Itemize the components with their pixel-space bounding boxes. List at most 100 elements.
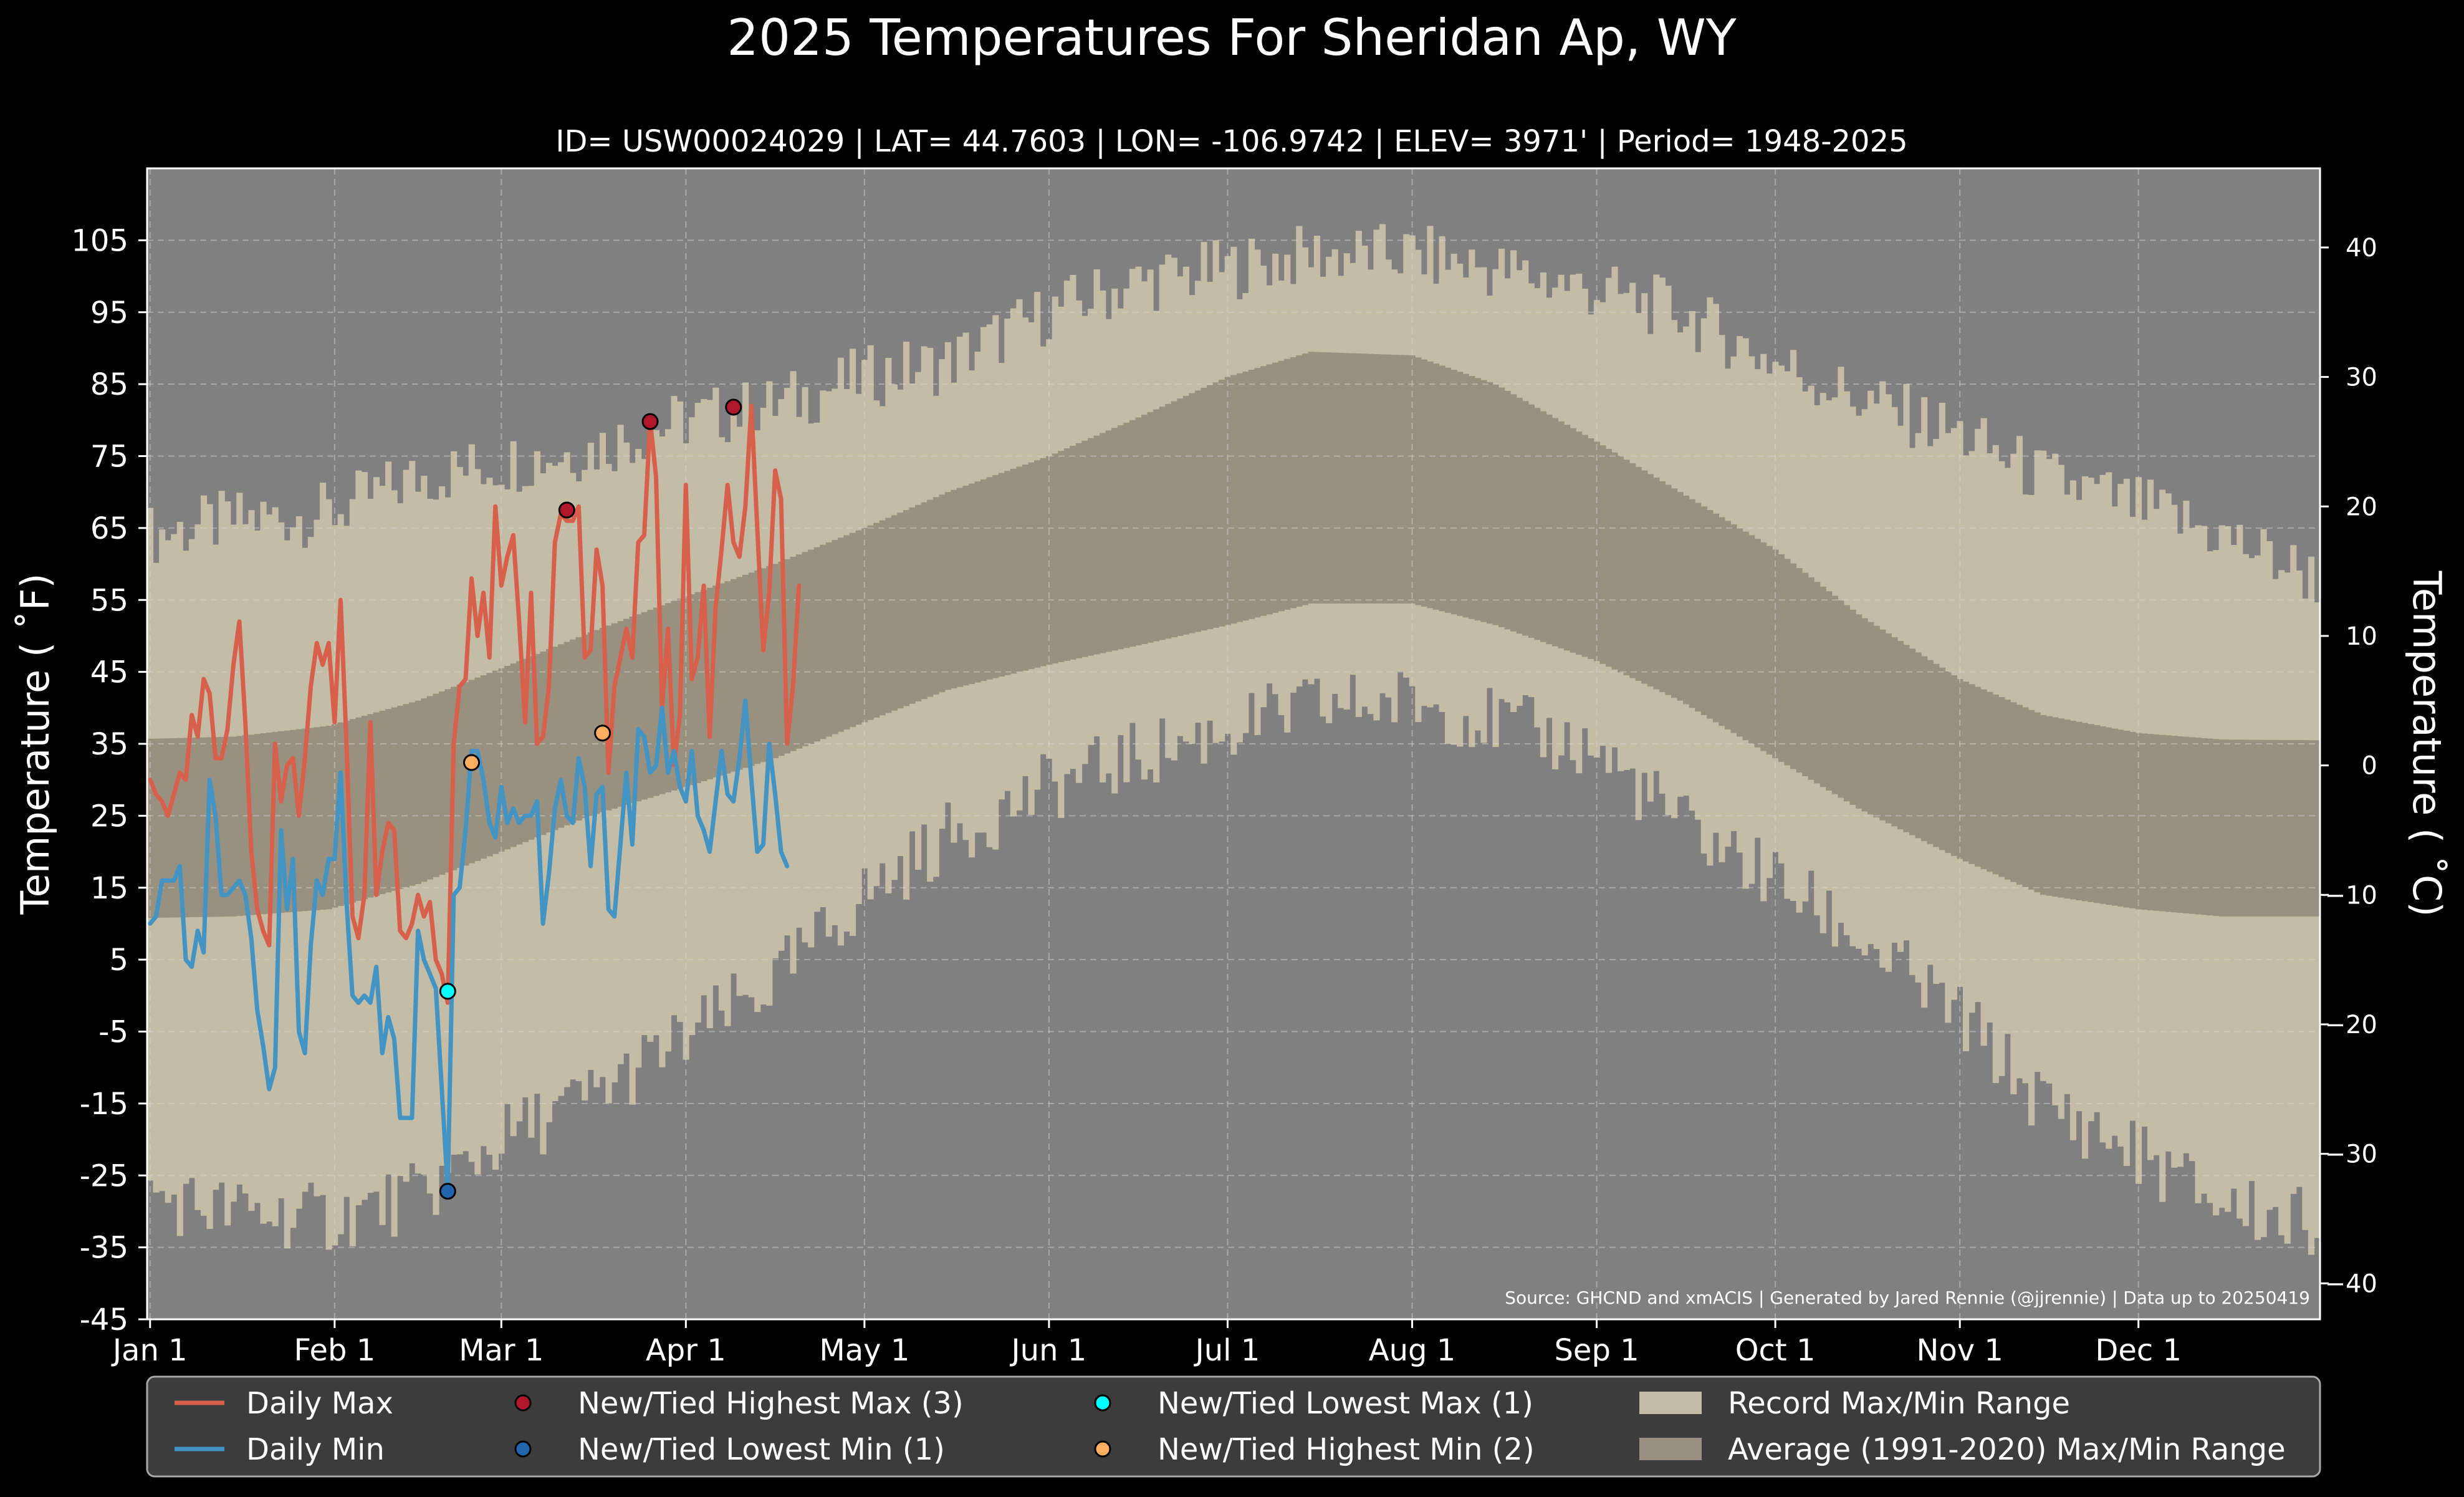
normal-bar bbox=[1081, 440, 1088, 657]
normal-bar bbox=[1802, 572, 1809, 776]
normal-bar bbox=[1212, 382, 1219, 628]
normal-bar bbox=[1950, 675, 1958, 856]
normal-bar bbox=[1308, 352, 1315, 604]
record-marker-highest-min bbox=[594, 724, 611, 742]
normal-bar bbox=[742, 574, 749, 768]
normal-bar bbox=[1909, 648, 1916, 835]
normal-bar bbox=[2106, 727, 2112, 905]
normal-bar bbox=[540, 651, 547, 835]
normal-bar bbox=[992, 475, 999, 678]
normal-bar bbox=[629, 616, 636, 804]
normal-bar bbox=[1528, 404, 1535, 638]
normal-bar bbox=[183, 738, 189, 918]
normal-bar bbox=[463, 682, 469, 866]
normal-bar bbox=[1945, 671, 1952, 854]
normal-bar bbox=[1450, 370, 1457, 615]
normal-bar bbox=[2147, 734, 2154, 911]
normal-bar bbox=[1331, 352, 1338, 604]
normal-bar bbox=[486, 673, 493, 857]
normal-bar bbox=[689, 594, 696, 786]
normal-bar bbox=[1123, 422, 1130, 648]
normal-bar bbox=[718, 583, 726, 776]
normal-bar bbox=[290, 729, 297, 912]
normal-bar bbox=[218, 736, 225, 917]
chart-title: 2025 Temperatures For Sheridan Ap, WY bbox=[727, 9, 1737, 67]
x-tick-label: May 1 bbox=[819, 1333, 909, 1368]
legend-label: Average (1991-2020) Max/Min Range bbox=[1728, 1432, 2286, 1467]
normal-bar bbox=[1492, 384, 1499, 625]
normal-bar bbox=[1784, 559, 1791, 766]
normal-bar bbox=[1534, 408, 1541, 640]
normal-bar bbox=[986, 477, 993, 680]
normal-bar bbox=[2129, 731, 2136, 908]
y-tick-label: 35 bbox=[90, 727, 128, 762]
y-tick-label: 25 bbox=[90, 799, 128, 834]
normal-bar bbox=[528, 656, 535, 840]
normal-bar bbox=[2117, 729, 2124, 907]
record-marker-lowest-min bbox=[439, 1183, 456, 1200]
normal-bar bbox=[1397, 355, 1404, 604]
normal-bar bbox=[1712, 513, 1719, 723]
normal-bar bbox=[1629, 463, 1636, 678]
normal-bar bbox=[611, 623, 618, 809]
normal-bar bbox=[855, 530, 862, 725]
normal-bar bbox=[2058, 718, 2064, 898]
record-marker-lowest-max bbox=[439, 983, 456, 1000]
normal-bar bbox=[832, 540, 838, 734]
normal-bar bbox=[1093, 435, 1100, 655]
normal-bar bbox=[307, 728, 315, 911]
normal-bar bbox=[664, 603, 672, 792]
normal-bar bbox=[1623, 460, 1630, 675]
normal-bar bbox=[1129, 420, 1136, 647]
normal-bar bbox=[480, 675, 487, 859]
normal-bar bbox=[1313, 352, 1321, 604]
y-tick-label: -45 bbox=[80, 1302, 128, 1337]
normal-bar bbox=[1772, 549, 1779, 759]
normal-bar bbox=[2284, 739, 2291, 917]
normal-bar bbox=[825, 542, 832, 737]
x-tick-label: Apr 1 bbox=[646, 1333, 726, 1368]
normal-bar bbox=[433, 693, 439, 877]
normal-bar bbox=[754, 570, 761, 764]
y-tick-label: -15 bbox=[80, 1087, 128, 1122]
normal-bar bbox=[373, 712, 380, 896]
normal-bar bbox=[2213, 739, 2220, 917]
normal-bar bbox=[2016, 705, 2023, 885]
normal-bar bbox=[1248, 370, 1255, 619]
normal-bar bbox=[1939, 667, 1945, 850]
normal-bar bbox=[1189, 393, 1196, 633]
normal-bar bbox=[1819, 586, 1826, 787]
normal-bar bbox=[188, 738, 196, 918]
normal-bar bbox=[2069, 720, 2077, 900]
y-axis-label-left: Temperature ( ˚F) bbox=[12, 573, 58, 915]
normal-bar bbox=[1968, 684, 1975, 864]
normal-bar bbox=[694, 592, 701, 784]
normal-bar bbox=[1885, 633, 1892, 824]
chart-subtitle: ID= USW00024029 | LAT= 44.7603 | LON= -1… bbox=[555, 124, 1907, 159]
normal-bar bbox=[1278, 360, 1285, 612]
normal-bar bbox=[2218, 739, 2225, 917]
normal-bar bbox=[332, 724, 338, 908]
normal-bar bbox=[165, 738, 171, 918]
normal-bar bbox=[1100, 433, 1106, 653]
normal-bar bbox=[2064, 720, 2071, 899]
normal-bar bbox=[962, 486, 969, 686]
normal-bar bbox=[260, 733, 267, 915]
normal-bar bbox=[1290, 357, 1297, 609]
normal-bar bbox=[1254, 368, 1261, 618]
normal-bar bbox=[1962, 681, 1970, 862]
normal-bar bbox=[2260, 739, 2267, 917]
normal-bar bbox=[367, 714, 374, 898]
normal-bar bbox=[1105, 430, 1112, 652]
normal-bar bbox=[1266, 364, 1273, 615]
normal-bar bbox=[1927, 660, 1934, 844]
normal-bar bbox=[885, 517, 892, 713]
normal-bar bbox=[1242, 371, 1249, 621]
normal-bar bbox=[909, 507, 916, 704]
normal-bar bbox=[1171, 401, 1177, 638]
normal-bar bbox=[1480, 380, 1487, 622]
normal-bar bbox=[1838, 600, 1844, 798]
normal-bar bbox=[1653, 478, 1660, 690]
normal-bar bbox=[510, 663, 517, 847]
normal-bar bbox=[1879, 629, 1886, 821]
